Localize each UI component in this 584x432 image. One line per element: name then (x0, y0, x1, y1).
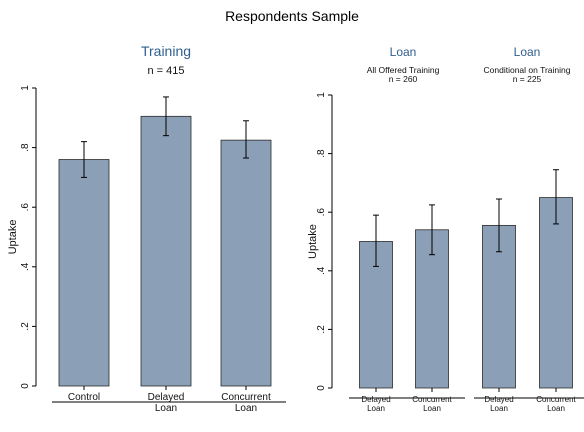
training-y-tick-label: .2 (20, 322, 31, 331)
loan-group-2-subtitle: n = 225 (513, 74, 542, 84)
loan-group-2-x-tick-label: Loan (490, 404, 508, 413)
training-x-tick-label: Delayed (148, 392, 185, 403)
loan-y-tick-label: 1 (316, 92, 327, 98)
loan-group-2-bar (539, 197, 573, 389)
loan-y-axis-label: Uptake (307, 224, 319, 259)
loan-group-1-x-tick-label: Delayed (361, 395, 390, 404)
training-x-tick-label: Control (68, 392, 100, 403)
loan-group-1-title: Loan (390, 45, 417, 59)
training-y-tick-label: .8 (20, 143, 31, 152)
loan-y-tick-label: 0 (316, 385, 327, 391)
loan-group-2-x-tick-label: Concurrent (536, 395, 576, 404)
training-bar (140, 115, 192, 387)
training-y-axis-label: Uptake (7, 220, 19, 255)
loan-group-1-x-tick-label: Loan (423, 404, 441, 413)
loan-group-2-x-tick-label: Loan (547, 404, 565, 413)
loan-group-1-x-tick-label: Loan (367, 404, 385, 413)
training-x-tick-label: Loan (235, 403, 257, 414)
loan-group-1-subtitle: n = 260 (389, 74, 418, 84)
training-panel-subtitle: n = 415 (147, 65, 184, 77)
loan-y-tick-label: .6 (316, 208, 327, 217)
training-bar (220, 139, 272, 387)
training-y-tick-label: 1 (20, 85, 31, 91)
loan-y-tick-label: .8 (316, 149, 327, 158)
loan-y-tick-label: .2 (316, 325, 327, 334)
training-y-tick-label: .4 (20, 262, 31, 271)
loan-group-1-x-tick-label: Concurrent (412, 395, 452, 404)
training-x-tick-label: Loan (155, 403, 177, 414)
training-y-tick-label: .6 (20, 203, 31, 212)
training-bar (58, 159, 110, 387)
loan-y-tick-label: .4 (316, 266, 327, 275)
training-panel-title: Training (141, 43, 191, 59)
training-x-tick-label: Concurrent (221, 392, 271, 403)
loan-group-2-subtitle: Conditional on Training (484, 65, 571, 75)
loan-group-2-title: Loan (514, 45, 541, 59)
training-y-tick-label: 0 (20, 383, 31, 389)
loan-group-1-subtitle: All Offered Training (367, 65, 440, 75)
loan-group-2-x-tick-label: Delayed (484, 395, 513, 404)
figure-title: Respondents Sample (225, 8, 359, 24)
